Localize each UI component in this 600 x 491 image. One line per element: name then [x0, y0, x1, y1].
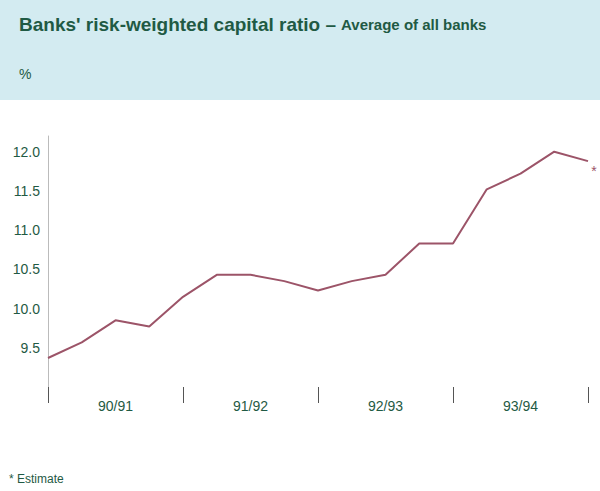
svg-text:92/93: 92/93: [368, 398, 403, 414]
svg-text:*: *: [591, 163, 597, 179]
svg-text:90/91: 90/91: [98, 398, 133, 414]
svg-text:91/92: 91/92: [233, 398, 268, 414]
svg-text:9.5: 9.5: [21, 340, 41, 356]
svg-text:11.5: 11.5: [14, 183, 40, 199]
svg-text:93/94: 93/94: [503, 398, 538, 414]
svg-text:10.5: 10.5: [13, 261, 40, 277]
svg-text:10.0: 10.0: [13, 301, 40, 317]
svg-text:Banks' risk-weighted capital r: Banks' risk-weighted capital ratio –: [19, 14, 336, 35]
svg-text:Average of all banks: Average of all banks: [341, 16, 486, 33]
svg-text:12.0: 12.0: [13, 144, 40, 160]
svg-text:11.0: 11.0: [14, 222, 40, 238]
svg-text:%: %: [19, 66, 31, 82]
svg-text:* Estimate: * Estimate: [9, 472, 64, 486]
